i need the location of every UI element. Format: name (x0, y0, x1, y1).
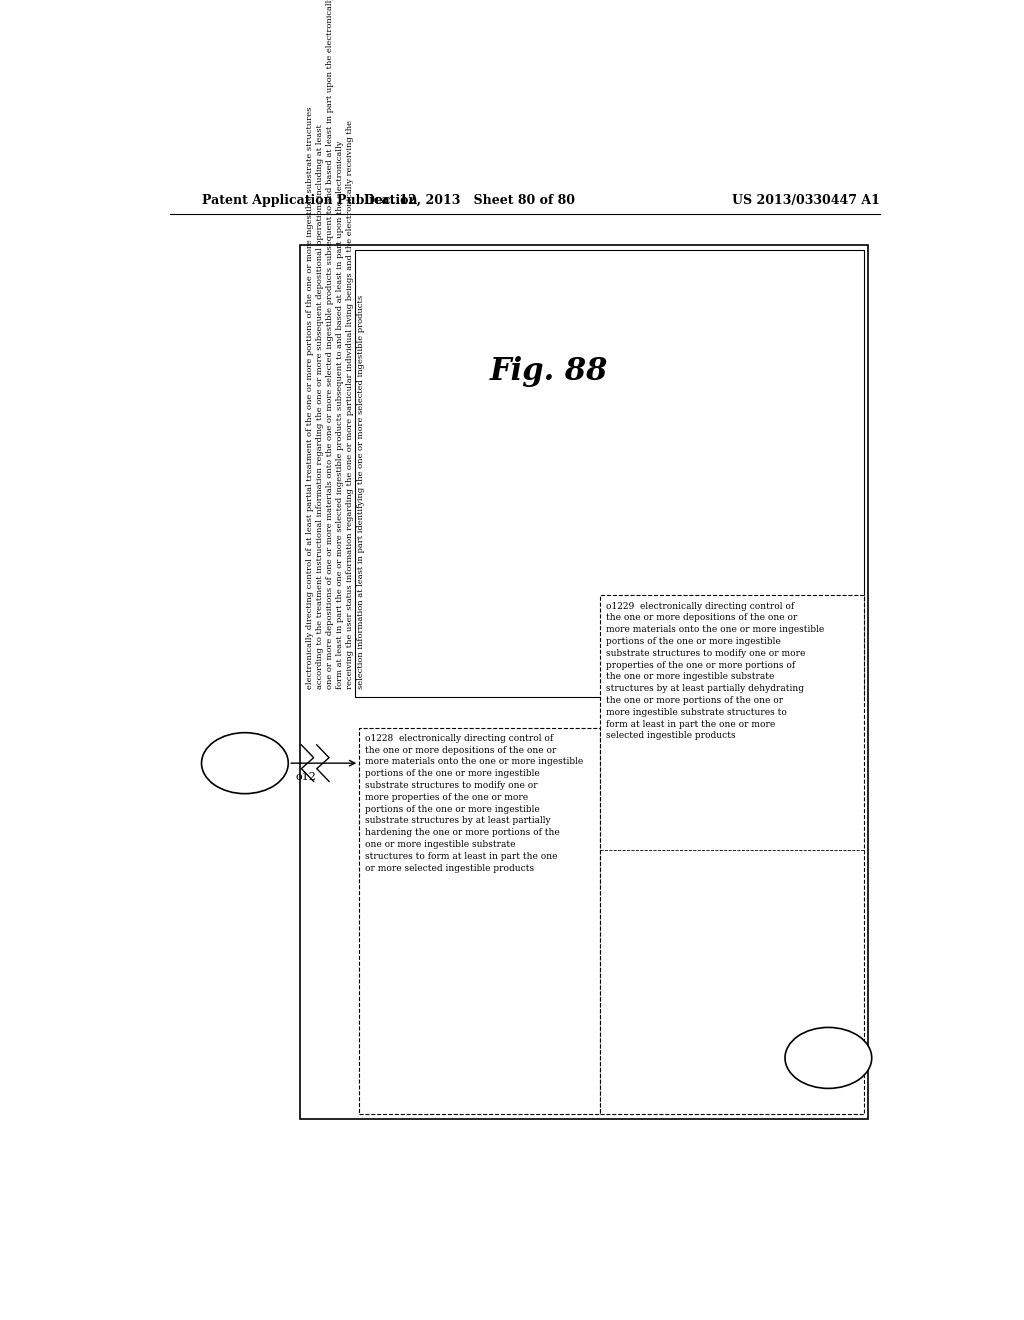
Text: End: End (815, 1052, 842, 1064)
Text: o1228  electronically directing control of
the one or more depositions of the on: o1228 electronically directing control o… (366, 734, 584, 873)
Text: Patent Application Publication: Patent Application Publication (202, 194, 417, 207)
Ellipse shape (202, 733, 289, 793)
Bar (300, 244, 867, 1119)
Bar (600, 595, 864, 1114)
Text: o1229  electronically directing control of
the one or more depositions of the on: o1229 electronically directing control o… (606, 602, 824, 741)
Bar (359, 727, 600, 1114)
Ellipse shape (785, 1027, 871, 1089)
Text: Start: Start (227, 756, 262, 770)
Text: Fig. 88: Fig. 88 (489, 356, 607, 387)
Text: US 2013/0330447 A1: US 2013/0330447 A1 (732, 194, 880, 207)
Text: electronically directing control of at least partial treatment of the one or mor: electronically directing control of at l… (306, 0, 365, 689)
Bar (355, 249, 864, 697)
Text: o12: o12 (296, 772, 316, 783)
Text: Dec. 12, 2013   Sheet 80 of 80: Dec. 12, 2013 Sheet 80 of 80 (365, 194, 575, 207)
